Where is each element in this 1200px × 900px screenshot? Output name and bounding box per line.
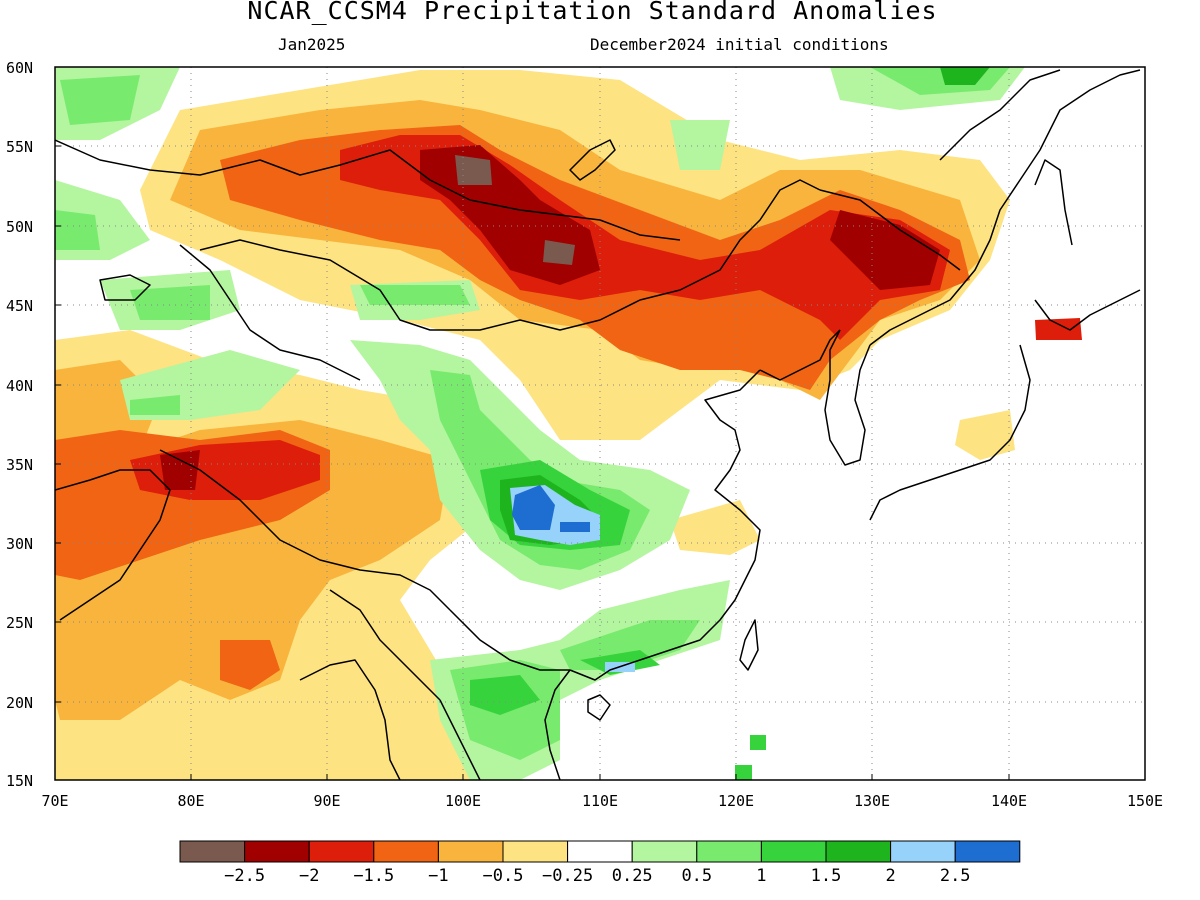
- colorbar-label: −2.5: [224, 866, 265, 886]
- tick-marks: [55, 66, 1010, 780]
- lat-label-60n: 60N: [6, 59, 33, 77]
- dry-area-darkorange-hokkaido: [1035, 318, 1082, 340]
- colorbar-swatch: [825, 840, 892, 863]
- lon-label-80e: 80E: [177, 792, 204, 810]
- coastline-okhotsk: [939, 69, 1061, 161]
- dry-area-light-japan: [955, 410, 1015, 460]
- colorbar-label: 2.5: [940, 866, 971, 886]
- lat-label-20n: 20N: [6, 694, 33, 712]
- dry-area-brown-2: [543, 240, 575, 265]
- border-india-myanmar: [329, 589, 441, 701]
- dry-area-light-east-china: [670, 500, 760, 555]
- lat-label-15n: 15N: [6, 772, 33, 790]
- lon-label-150e: 150E: [1127, 792, 1163, 810]
- longitude-labels: 70E 80E 90E 100E 110E 120E 130E 140E 150…: [41, 792, 1163, 810]
- coastlines-and-borders: [55, 69, 1141, 780]
- lat-label-40n: 40N: [6, 377, 33, 395]
- lat-label-30n: 30N: [6, 535, 33, 553]
- colorbar-label: −1.5: [353, 866, 394, 886]
- init-conditions-label: December2024 initial conditions: [590, 35, 889, 54]
- wet-area-green-tarim: [130, 395, 180, 415]
- border-china-indochina: [449, 609, 570, 671]
- wet-area-green-northwest: [60, 75, 140, 125]
- wet-area-blue-sichuan: [512, 485, 555, 530]
- colorbar-swatch: [954, 840, 1021, 863]
- wet-area-green-xinjiang: [130, 285, 210, 320]
- lon-label-110e: 110E: [582, 792, 618, 810]
- border-russia-kazakh: [55, 139, 681, 241]
- coastline-china-east: [569, 369, 761, 681]
- wet-area-green-kazakh: [55, 210, 100, 250]
- colorbar-swatch: [308, 840, 375, 863]
- lat-label-35n: 35N: [6, 456, 33, 474]
- wet-area-lightgreen-baikal: [670, 120, 730, 170]
- coastline-sakhalin: [1034, 159, 1073, 246]
- colorbar-label: −0.5: [483, 866, 524, 886]
- lon-label-90e: 90E: [313, 792, 340, 810]
- grid-lines: [55, 67, 1145, 780]
- colorbar-swatch: [760, 840, 827, 863]
- lake-baikal: [569, 139, 616, 181]
- colorbar-swatch: [567, 840, 633, 863]
- lat-label-25n: 25N: [6, 614, 33, 632]
- colorbar-swatch: [696, 840, 762, 863]
- colorbar-label: −2: [299, 866, 319, 886]
- colorbar-label: 1.5: [811, 866, 842, 886]
- dry-area-darkred-manchuria: [830, 210, 940, 290]
- wet-area-blue-sichuan-small: [560, 522, 590, 532]
- colorbar-swatch: [373, 840, 439, 863]
- colorbar-label: −0.25: [542, 866, 593, 886]
- lon-label-140e: 140E: [991, 792, 1027, 810]
- colorbar-swatch: [890, 840, 956, 863]
- coastline-hokkaido: [1034, 289, 1141, 331]
- border-himalaya: [159, 449, 451, 611]
- map-title: NCAR_CCSM4 Precipitation Standard Anomal…: [247, 0, 938, 25]
- lat-label-50n: 50N: [6, 218, 33, 236]
- colorbar-swatch: [179, 840, 246, 863]
- lon-label-70e: 70E: [41, 792, 68, 810]
- coastline-korea: [824, 329, 871, 466]
- colorbar-swatch: [437, 840, 504, 863]
- wet-area-green-taiwan: [735, 765, 752, 780]
- latitude-labels: 60N 55N 50N 45N 40N 35N 30N 25N 20N 15N: [6, 59, 33, 790]
- dry-area-darkred-tibet: [160, 450, 200, 490]
- border-russia-china: [819, 189, 961, 271]
- wet-area-green-luzon: [750, 735, 766, 750]
- coastline-russia-east: [869, 69, 1141, 346]
- border-india-pakistan: [55, 469, 171, 621]
- lon-label-130e: 130E: [854, 792, 890, 810]
- colorbar-label: 1: [756, 866, 766, 886]
- dry-area-brown-1: [455, 155, 492, 185]
- wet-area-darkgreen-okhotsk: [940, 67, 990, 85]
- border-mongolia-russia: [199, 179, 821, 331]
- colorbar-swatch: [631, 840, 698, 863]
- lon-label-120e: 120E: [718, 792, 754, 810]
- coastline-hainan: [587, 694, 611, 721]
- lon-label-100e: 100E: [445, 792, 481, 810]
- coastline-indochina: [544, 669, 571, 780]
- lat-label-45n: 45N: [6, 297, 33, 315]
- anomaly-field: [55, 67, 1145, 780]
- target-month-label: Jan2025: [278, 35, 346, 54]
- colorbar-label: 2: [885, 866, 895, 886]
- colorbar-swatch: [244, 840, 310, 863]
- lat-label-55n: 55N: [6, 138, 33, 156]
- coastline-bay-of-bengal: [299, 659, 401, 780]
- coastline-japan: [869, 344, 1031, 521]
- coastline-bohai: [759, 329, 841, 381]
- coastline-taiwan: [739, 619, 759, 671]
- colorbar-label: 0.5: [681, 866, 712, 886]
- border-kazakh-china: [179, 244, 361, 381]
- colorbar-label: −1: [428, 866, 448, 886]
- wet-area-medgreen-south: [470, 675, 540, 715]
- dry-area-orange-india: [220, 640, 280, 690]
- colorbar: −2.5 −2 −1.5 −1 −0.5 −0.25 0.25 0.5 1 1.5 2 2.5: [179, 840, 1021, 886]
- colorbar-label: 0.25: [612, 866, 653, 886]
- border-myanmar-thailand: [439, 699, 481, 780]
- coastline-caspian-lakes: [99, 274, 151, 301]
- colorbar-swatch: [502, 840, 569, 863]
